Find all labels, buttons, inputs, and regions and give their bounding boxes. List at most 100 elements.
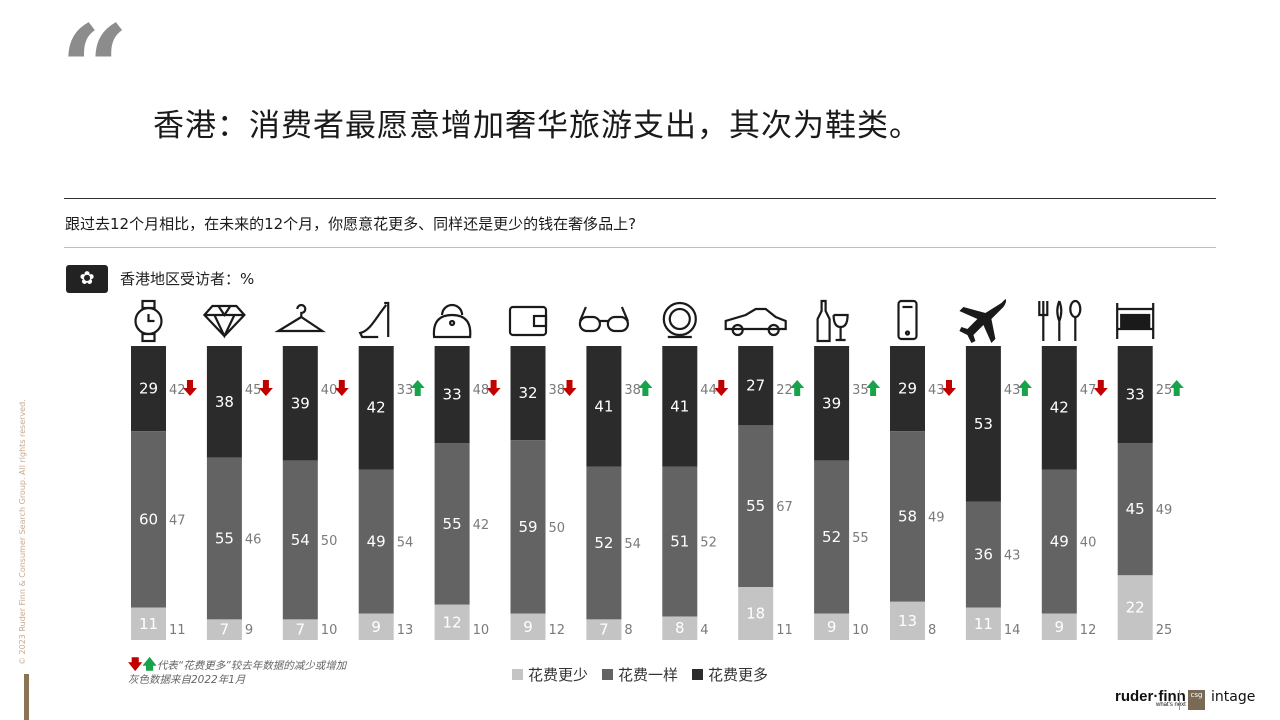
data-label-more: 38 <box>215 393 234 411</box>
data-label-less: 8 <box>675 619 685 637</box>
prev-label-more: 38 <box>549 383 566 398</box>
legend-label: 花费一样 <box>618 666 679 684</box>
prev-label-less: 25 <box>1156 623 1173 638</box>
bar-segment-less <box>131 607 166 640</box>
prev-label-same: 42 <box>473 518 490 533</box>
bar-segment-more <box>814 346 850 461</box>
prev-label-less: 12 <box>1080 623 1097 638</box>
bar-segment-same <box>1117 443 1153 576</box>
cutlery-icon <box>1038 299 1082 341</box>
trend-up-arrow-icon <box>410 380 425 396</box>
bar-segment-more <box>282 346 318 461</box>
data-label-same: 36 <box>974 546 993 564</box>
bar-segment-less <box>282 619 318 640</box>
bar-segment-same <box>738 425 774 588</box>
data-label-same: 54 <box>291 531 310 549</box>
high-heel-icon <box>358 301 390 339</box>
bar-segment-more <box>890 346 925 432</box>
data-label-more: 33 <box>1126 386 1145 404</box>
hanger-icon <box>274 303 326 333</box>
bar-segment-less <box>586 619 622 640</box>
bar-segment-less <box>1041 613 1077 640</box>
bar-segment-same <box>586 466 622 620</box>
data-label-less: 7 <box>220 621 230 639</box>
prev-label-more: 43 <box>1004 383 1021 398</box>
bar-segment-more <box>662 346 698 467</box>
logo-divider <box>1179 690 1180 710</box>
bar-segment-less <box>814 613 850 640</box>
prev-label-same: 67 <box>776 500 793 515</box>
data-label-less: 9 <box>371 618 381 636</box>
prev-label-less: 8 <box>624 623 632 638</box>
data-label-more: 27 <box>746 377 765 395</box>
prev-label-less: 4 <box>700 623 708 638</box>
prev-label-more: 43 <box>928 383 945 398</box>
trend-up-arrow-icon <box>638 380 653 396</box>
prev-label-more: 38 <box>624 383 641 398</box>
prev-label-same: 49 <box>928 511 945 526</box>
trend-up-arrow-icon <box>866 380 881 396</box>
car-icon <box>724 307 787 337</box>
prev-label-same: 52 <box>700 536 717 551</box>
data-label-less: 11 <box>974 615 993 633</box>
bar-segment-more <box>131 346 166 432</box>
prev-label-more: 44 <box>700 383 717 398</box>
prev-label-same: 54 <box>397 536 414 551</box>
prev-label-more: 40 <box>321 383 338 398</box>
legend-item-less: 花费更少 <box>512 664 588 685</box>
prev-label-less: 11 <box>169 623 186 638</box>
trend-down-arrow-icon <box>486 380 501 396</box>
bar-segment-same <box>1041 469 1077 614</box>
data-label-less: 18 <box>746 605 765 623</box>
trend-down-arrow-icon <box>1093 380 1108 396</box>
trend-up-arrow-icon <box>1169 380 1184 396</box>
ruder-finn-name: ruder·finn <box>1115 688 1186 705</box>
trend-down-arrow-icon <box>334 380 349 396</box>
legend-label: 花费更少 <box>528 666 589 684</box>
prev-label-more: 45 <box>245 383 262 398</box>
watch-icon <box>134 299 163 343</box>
quote-mark: “ <box>60 0 130 140</box>
bar-segment-more <box>965 346 1001 502</box>
legend-label: 花费更多 <box>708 666 769 684</box>
bar-segment-more <box>358 346 394 470</box>
prev-label-same: 55 <box>852 531 869 546</box>
compact-mirror-icon <box>662 301 697 339</box>
bar-segment-same <box>358 469 394 614</box>
bar-segment-more <box>1117 346 1153 444</box>
data-label-more: 39 <box>822 394 841 412</box>
data-label-more: 29 <box>898 380 917 398</box>
green-up-arrow-icon: 🡅 <box>142 657 157 673</box>
prev-label-more: 25 <box>1156 383 1173 398</box>
diamond-icon <box>202 304 246 339</box>
trend-down-arrow-icon <box>258 380 273 396</box>
bar-segment-more <box>206 346 242 458</box>
data-label-more: 41 <box>670 397 689 415</box>
bar-segment-same <box>282 460 318 620</box>
data-label-less: 9 <box>523 618 533 636</box>
data-label-more: 32 <box>518 384 537 402</box>
bar-segment-less <box>434 604 470 640</box>
data-label-same: 60 <box>139 510 158 528</box>
bar-segment-more <box>738 346 774 426</box>
title-divider <box>64 198 1216 199</box>
bar-segment-same <box>434 443 470 605</box>
grey-data-note: 灰色数据来自2022年1月 <box>128 674 246 686</box>
legend-swatch <box>602 669 614 680</box>
survey-question: 跟过去12个月相比，在未来的12个月，你愿意花更多、同样还是更少的钱在奢侈品上? <box>65 215 637 233</box>
wallet-icon <box>508 305 548 337</box>
page-title: 香港：消费者最愿意增加奢华旅游支出，其次为鞋类。 <box>153 108 921 144</box>
trend-up-arrow-icon <box>1017 380 1032 396</box>
bar-segment-less <box>206 619 242 640</box>
bar-segment-same <box>965 501 1001 608</box>
prev-label-less: 10 <box>321 623 338 638</box>
prev-label-less: 9 <box>245 623 253 638</box>
prev-label-more: 22 <box>776 383 793 398</box>
data-label-more: 42 <box>1050 399 1069 417</box>
data-label-same: 59 <box>518 518 537 536</box>
legend-item-more: 花费更多 <box>692 664 768 685</box>
bed-icon <box>1116 303 1155 339</box>
data-label-same: 52 <box>594 534 613 552</box>
prev-label-same: 49 <box>1156 503 1173 518</box>
